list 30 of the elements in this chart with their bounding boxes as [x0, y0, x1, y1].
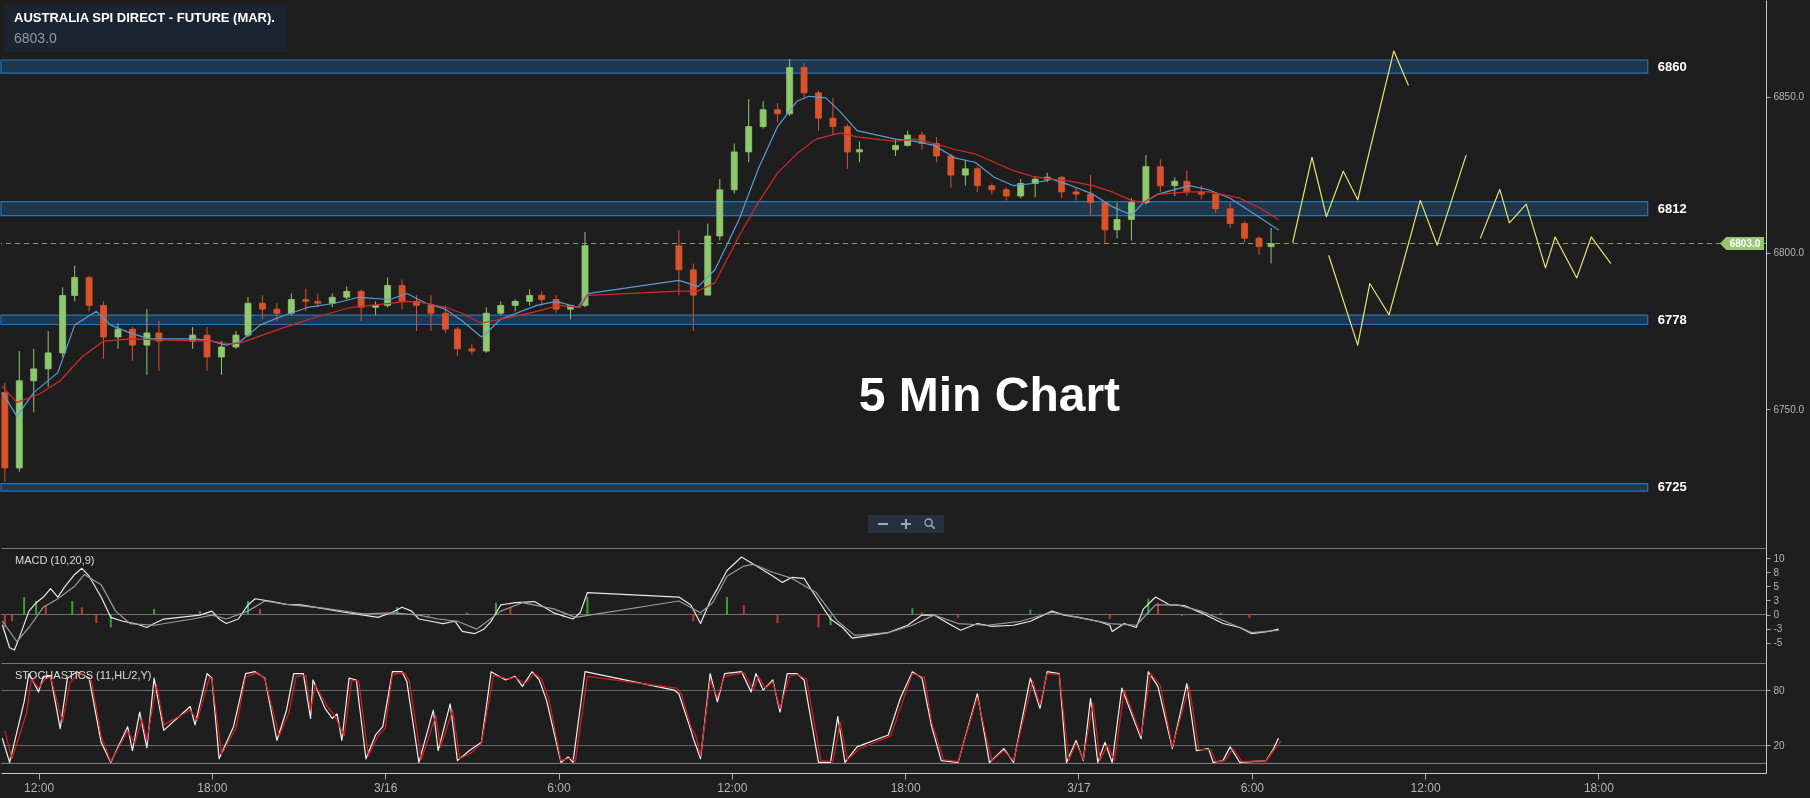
x-tick-label: 18:00 — [197, 780, 228, 795]
band-label: 6778 — [1657, 311, 1687, 327]
x-tick-label: 18:00 — [1583, 780, 1615, 795]
x-tick-label: 3/17 — [1067, 780, 1091, 795]
band-label: 6860 — [1657, 58, 1687, 74]
x-tick-label: 18:00 — [890, 780, 922, 795]
text: MACD (10,20,9) — [15, 554, 95, 566]
y-tick-label: 20 — [1773, 739, 1786, 751]
y-tick-label: 10 — [1773, 552, 1786, 564]
y-tick-label: -3 — [1773, 623, 1783, 635]
y-tick-label: 6850.0 — [1773, 91, 1805, 103]
y-tick-label: 8 — [1773, 566, 1780, 578]
x-tick-label: 6:00 — [1240, 780, 1265, 795]
y-tick-label: 6800.0 — [1773, 247, 1805, 259]
band-label: 6725 — [1657, 479, 1687, 495]
y-tick-label: 6750.0 — [1773, 403, 1805, 415]
title-box: AUSTRALIA SPI DIRECT - FUTURE (MAR). 6803.0 — [4, 5, 287, 52]
x-tick-label: 12:00 — [1410, 780, 1441, 795]
y-tick-label: -5 — [1773, 637, 1783, 649]
y-tick-label: 5 — [1773, 580, 1780, 592]
y-tick-label: 3 — [1773, 594, 1780, 606]
band-label: 6812 — [1657, 200, 1687, 216]
x-tick-label: 12:00 — [717, 780, 748, 795]
x-tick-label: 3/16 — [374, 780, 398, 795]
ref-line-label: 6803.0 — [1729, 237, 1761, 249]
x-tick-label: 6:00 — [547, 780, 572, 795]
y-tick-label: 80 — [1773, 684, 1786, 696]
y-tick-label: 0 — [1773, 609, 1780, 621]
x-tick-label: 12:00 — [24, 780, 55, 795]
annotation: 5 Min Chart — [858, 368, 1121, 422]
